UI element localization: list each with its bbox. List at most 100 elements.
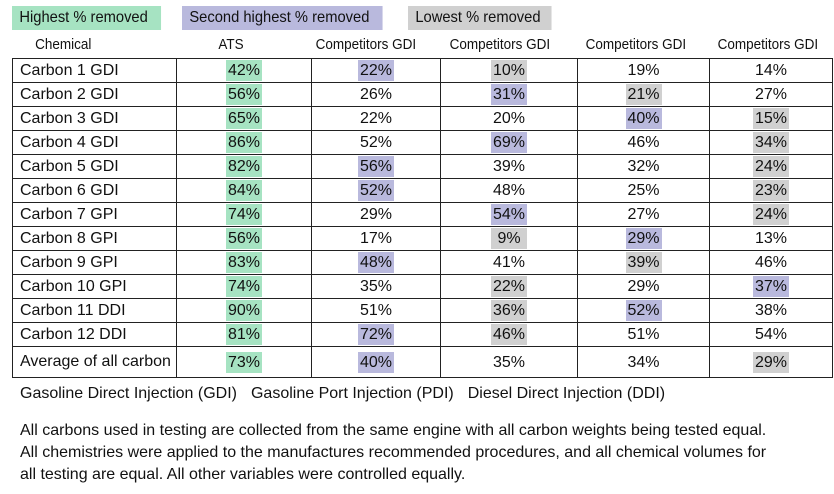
percent-value: 82% — [226, 156, 262, 177]
legend: Highest % removed Second highest % remov… — [12, 6, 564, 30]
testing-notes: All carbons used in testing are collecte… — [20, 420, 820, 486]
value-cell: 27% — [709, 82, 833, 107]
percent-value: 19% — [627, 62, 660, 79]
value-cell: 48% — [311, 250, 441, 275]
percent-value: 74% — [226, 204, 262, 225]
note-line: all testing are equal. All other variabl… — [20, 466, 466, 483]
value-cell: 54% — [440, 202, 578, 227]
table-row: Carbon 2 GDI 56% 26% 31% 21% 27% — [12, 82, 833, 107]
value-cell: 34% — [709, 130, 833, 155]
table-row: Carbon 9 GPI 83% 48% 41% 39% 46% — [12, 250, 833, 275]
percent-value: 46% — [754, 254, 788, 271]
value-cell: 40% — [311, 346, 441, 378]
value-cell: 52% — [577, 298, 710, 323]
value-cell: 39% — [440, 154, 578, 179]
value-cell: 21% — [577, 82, 710, 107]
header-chemical: Chemical — [35, 36, 92, 53]
value-cell: 51% — [311, 298, 441, 323]
percent-value: 17% — [359, 230, 393, 247]
percent-value: 74% — [226, 276, 262, 297]
percent-value: 69% — [491, 132, 527, 153]
value-cell: 29% — [709, 346, 833, 378]
percent-value: 52% — [358, 180, 394, 201]
percent-value: 27% — [627, 206, 660, 223]
percent-value: 29% — [625, 228, 662, 249]
header-competitor-2: Competitors GDI — [449, 36, 551, 53]
value-cell: 52% — [311, 130, 441, 155]
value-cell: 56% — [176, 226, 312, 251]
table-row: Carbon 1 GDI 42% 22% 10% 19% 14% — [12, 58, 833, 83]
chemical-name: Carbon 7 GPI — [12, 202, 177, 227]
percent-value: 31% — [491, 84, 527, 105]
chemical-name: Carbon 3 GDI — [12, 106, 177, 131]
header-competitor-1: Competitors GDI — [315, 36, 417, 53]
chemical-name: Carbon 12 DDI — [12, 322, 177, 347]
percent-value: 14% — [754, 62, 788, 79]
percent-value: 21% — [625, 84, 662, 105]
chemical-name: Carbon 11 DDI — [12, 298, 177, 323]
table-row: Carbon 7 GPI 74% 29% 54% 27% 24% — [12, 202, 833, 227]
value-cell: 65% — [176, 106, 312, 131]
percent-value: 42% — [226, 60, 262, 81]
average-row: Average of all carbon 73% 40% 35% 34% 29% — [12, 346, 833, 378]
percent-value: 90% — [226, 300, 262, 321]
value-cell: 22% — [440, 274, 578, 299]
percent-value: 51% — [627, 326, 660, 343]
percent-value: 9% — [491, 228, 527, 249]
percent-value: 34% — [753, 132, 789, 153]
table-row: Carbon 3 GDI 65% 22% 20% 40% 15% — [12, 106, 833, 131]
value-cell: 39% — [577, 250, 710, 275]
percent-value: 72% — [358, 324, 394, 345]
removal-table: Carbon 1 GDI 42% 22% 10% 19% 14% Carbon 2 GDI 5… — [12, 58, 833, 378]
value-cell: 42% — [176, 58, 312, 83]
percent-value: 24% — [753, 204, 789, 225]
legend-lowest: Lowest % removed — [408, 6, 552, 30]
table-row: Carbon 8 GPI 56% 17% 9% 29% 13% — [12, 226, 833, 251]
percent-value: 13% — [754, 230, 788, 247]
chemical-name: Average of all carbon — [12, 346, 177, 378]
value-cell: 35% — [440, 346, 578, 378]
value-cell: 52% — [311, 178, 441, 203]
chemical-name: Carbon 5 GDI — [12, 154, 177, 179]
value-cell: 74% — [176, 202, 312, 227]
value-cell: 90% — [176, 298, 312, 323]
percent-value: 39% — [492, 158, 526, 175]
value-cell: 22% — [311, 106, 441, 131]
percent-value: 54% — [754, 326, 788, 343]
percent-value: 35% — [359, 278, 393, 295]
value-cell: 46% — [440, 322, 578, 347]
percent-value: 32% — [627, 158, 660, 175]
legend-second-highest: Second highest % removed — [182, 6, 383, 30]
value-cell: 14% — [709, 58, 833, 83]
percent-value: 20% — [492, 110, 526, 127]
chemical-name: Carbon 4 GDI — [12, 130, 177, 155]
percent-value: 52% — [359, 134, 393, 151]
table-row: Carbon 11 DDI 90% 51% 36% 52% 38% — [12, 298, 833, 323]
value-cell: 15% — [709, 106, 833, 131]
value-cell: 56% — [176, 82, 312, 107]
percent-value: 56% — [358, 156, 394, 177]
chemical-name: Carbon 1 GDI — [12, 58, 177, 83]
injection-types: Gasoline Direct Injection (GDI) Gasoline… — [20, 385, 665, 403]
table-row: Carbon 12 DDI 81% 72% 46% 51% 54% — [12, 322, 833, 347]
percent-value: 54% — [491, 204, 527, 225]
value-cell: 83% — [176, 250, 312, 275]
value-cell: 72% — [311, 322, 441, 347]
percent-value: 29% — [753, 351, 789, 373]
value-cell: 69% — [440, 130, 578, 155]
value-cell: 20% — [440, 106, 578, 131]
chemical-name: Carbon 6 GDI — [12, 178, 177, 203]
value-cell: 74% — [176, 274, 312, 299]
percent-value: 38% — [754, 302, 788, 319]
percent-value: 22% — [358, 60, 394, 81]
table-row: Carbon 10 GPI 74% 35% 22% 29% 37% — [12, 274, 833, 299]
percent-value: 40% — [358, 351, 394, 373]
percent-value: 73% — [226, 351, 262, 373]
value-cell: 73% — [176, 346, 312, 378]
value-cell: 35% — [311, 274, 441, 299]
value-cell: 34% — [577, 346, 710, 378]
percent-value: 81% — [226, 324, 262, 345]
percent-value: 51% — [359, 302, 393, 319]
percent-value: 46% — [627, 134, 660, 151]
percent-value: 52% — [625, 300, 662, 321]
